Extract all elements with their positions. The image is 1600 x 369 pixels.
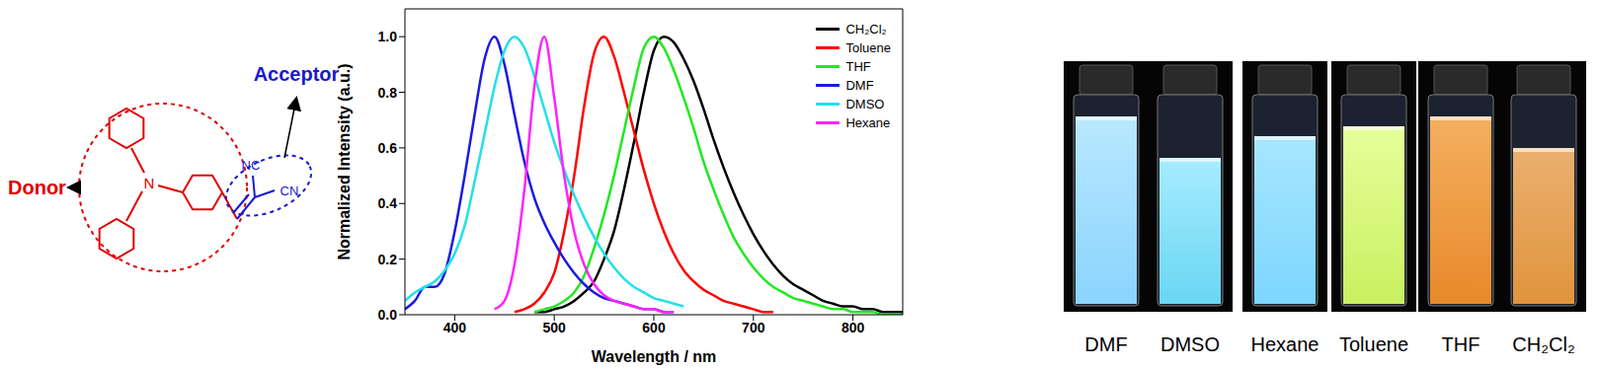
svg-text:700: 700 bbox=[741, 320, 766, 336]
html-text:Toluene: Toluene bbox=[1339, 333, 1409, 356]
html-text:THF: THF bbox=[845, 59, 871, 75]
svg-text:N: N bbox=[144, 174, 156, 192]
svg-text:Acceptor: Acceptor bbox=[253, 63, 340, 85]
html-text:CH₂Cl₂: CH₂Cl₂ bbox=[845, 21, 887, 37]
html-text:DMSO: DMSO bbox=[845, 96, 885, 112]
svg-text:0.4: 0.4 bbox=[378, 195, 399, 212]
svg-text:1.0: 1.0 bbox=[378, 28, 399, 45]
svg-text:600: 600 bbox=[641, 320, 666, 336]
svg-text:0.2: 0.2 bbox=[378, 251, 399, 268]
svg-text:800: 800 bbox=[841, 320, 866, 336]
svg-text:0.0: 0.0 bbox=[378, 307, 399, 323]
svg-text:NC: NC bbox=[241, 158, 261, 173]
svg-text:0.8: 0.8 bbox=[378, 84, 399, 101]
html-text:DMF: DMF bbox=[845, 78, 874, 93]
svg-text:Wavelength / nm: Wavelength / nm bbox=[591, 348, 718, 366]
html-text:THF: THF bbox=[1441, 333, 1480, 356]
html-text:CH₂Cl₂: CH₂Cl₂ bbox=[1512, 333, 1576, 356]
svg-text:0.6: 0.6 bbox=[378, 140, 399, 157]
html-text:DMSO: DMSO bbox=[1160, 333, 1220, 356]
svg-text:500: 500 bbox=[543, 320, 567, 336]
svg-text:Normalized Intensity (a.u.): Normalized Intensity (a.u.) bbox=[335, 63, 353, 260]
html-text:Hexane: Hexane bbox=[845, 115, 891, 131]
html-text:DMF: DMF bbox=[1084, 333, 1128, 356]
svg-text:400: 400 bbox=[443, 320, 468, 336]
html-text:Toluene: Toluene bbox=[845, 40, 891, 56]
svg-text:CN: CN bbox=[280, 183, 300, 199]
html-text:Hexane: Hexane bbox=[1250, 333, 1320, 356]
svg-text:Donor: Donor bbox=[7, 176, 67, 199]
